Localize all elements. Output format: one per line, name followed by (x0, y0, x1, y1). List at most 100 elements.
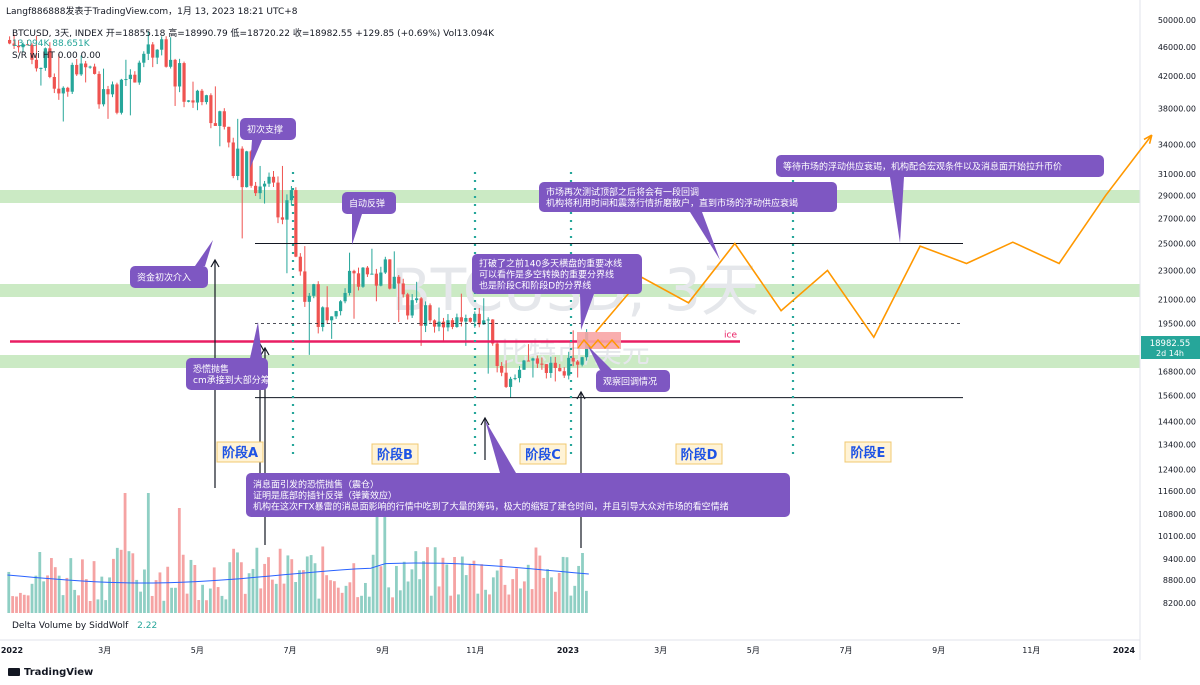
candle-body (61, 87, 65, 94)
candle-body (70, 64, 74, 92)
volume-bar (267, 557, 270, 613)
candle-body (544, 364, 548, 373)
phase-label-bg (844, 441, 892, 463)
brand[interactable]: TradingView (8, 667, 93, 678)
candle-body (106, 89, 110, 95)
volume-bar (383, 483, 387, 613)
callout-tail (195, 240, 213, 266)
volume-bar (584, 590, 588, 613)
price-tick-8: 25000.00 (1158, 240, 1196, 249)
candle-body (84, 63, 88, 68)
volume-bar (15, 596, 18, 613)
volume-bar (270, 579, 274, 613)
candle-body (285, 200, 289, 220)
time-tick-4: 9月 (376, 646, 389, 655)
candle-body (218, 111, 222, 126)
candle-body (423, 305, 428, 326)
candle-body (491, 319, 495, 344)
callout-ice-break: 打破了之前140多天横盘的重要冰线可以看作是多空转换的重要分界线也是阶段C和阶段… (472, 254, 642, 330)
callout-initial-support: 初次支撑 (240, 118, 296, 168)
price-tick-4: 34000.00 (1158, 140, 1196, 149)
volume-bar (154, 580, 158, 613)
volume-bar (18, 592, 22, 613)
candle-body (401, 283, 405, 295)
candle-body (12, 43, 16, 46)
volume-bar (449, 595, 453, 613)
candle-body (535, 358, 540, 364)
candle-body (204, 95, 209, 103)
candle-body (504, 372, 508, 387)
arrow-current-head (576, 390, 586, 400)
candle-body (553, 362, 557, 368)
volume-bar (22, 594, 26, 613)
time-tick-12: 2024 (1113, 646, 1136, 655)
volume-bar (247, 573, 251, 613)
callout-wait-supply: 等待市场的浮动供应衰竭，机构配合宏观条件以及消息面开始拉升币价 (776, 155, 1104, 243)
candle-body (330, 316, 334, 321)
sr-legend[interactable]: S/R wi HT 0.00 0.00 (12, 51, 101, 61)
candle-body (356, 273, 361, 287)
volume-bar (356, 597, 360, 613)
callout-tail (580, 294, 594, 330)
volume-bar (453, 557, 456, 613)
volume-bar (174, 587, 177, 613)
volume-bar (11, 596, 15, 613)
volume-bar (561, 556, 565, 613)
volume-bar (464, 575, 468, 613)
callout-text: 观察回调情况 (603, 376, 657, 388)
price-tick-11: 19500.00 (1158, 320, 1196, 329)
callout-text: 可以看作是多空转换的重要分界线 (479, 269, 614, 281)
volume-bar (77, 595, 80, 613)
candle-body (133, 74, 137, 83)
candle-body (415, 298, 419, 301)
projection-line (595, 134, 1153, 339)
price-tick-13: 16800.00 (1158, 368, 1196, 377)
delta-volume-legend[interactable]: Delta Volume by SiddWolf 2.22 (12, 621, 157, 631)
price-tick-7: 27000.00 (1158, 215, 1196, 224)
volume-bar (511, 579, 515, 613)
arrow-ftx-low-head (480, 416, 490, 426)
callout-tail (890, 177, 904, 243)
candle-body (267, 176, 271, 184)
candle-body (200, 90, 204, 103)
volume-bar (468, 563, 472, 613)
volume-bar (65, 577, 69, 613)
volume-ma-line (7, 562, 589, 584)
volume-legend[interactable]: 13.094K 88.651K (12, 39, 90, 49)
volume-bar (375, 498, 379, 613)
candle-body (576, 361, 580, 365)
volume-bar (569, 595, 573, 613)
candle-body (209, 95, 213, 124)
volume-bar (61, 595, 65, 613)
volume-bar (73, 589, 77, 613)
volume-bar (236, 552, 239, 613)
candle-body (495, 343, 499, 366)
volume-bar (69, 558, 73, 613)
callout-ftx-spring: 消息面引发的恐慌抛售（震仓）证明是底部的插针反弹（弹簧效应）机构在这次FTX暴雷… (246, 420, 790, 517)
candle-body (388, 259, 392, 289)
brand-name: TradingView (24, 667, 94, 678)
candle-body (195, 90, 200, 103)
candle-body (227, 126, 231, 143)
candle-body (419, 298, 423, 326)
candle-body (128, 74, 132, 80)
volume-bar (96, 599, 100, 613)
last-price-value: 18982.55 (1150, 339, 1191, 349)
callout-retest: 市场再次测试顶部之后将会有一段回调机构将利用时间和震荡行情折磨散户，直到市场的浮… (539, 182, 837, 260)
volume-bar (135, 579, 139, 613)
candle-body (231, 142, 235, 177)
callout-text: 机构将利用时间和震荡行情折磨散户，直到市场的浮动供应衰竭 (546, 197, 798, 209)
price-tick-3: 38000.00 (1158, 104, 1196, 113)
volume-bar (123, 493, 127, 613)
retest-zigzag (577, 338, 620, 350)
candle-body (173, 59, 177, 87)
candle-body (334, 311, 338, 317)
symbol-legend[interactable]: BTCUSD, 3天, INDEX 开=18855.18 高=18990.79 … (12, 29, 495, 39)
volume-bar (34, 575, 38, 613)
volume-bar (565, 557, 569, 613)
price-tick-16: 13400.00 (1158, 441, 1196, 450)
volume-bar (228, 562, 232, 613)
volume-bar (278, 548, 282, 613)
candle-body (339, 301, 343, 312)
